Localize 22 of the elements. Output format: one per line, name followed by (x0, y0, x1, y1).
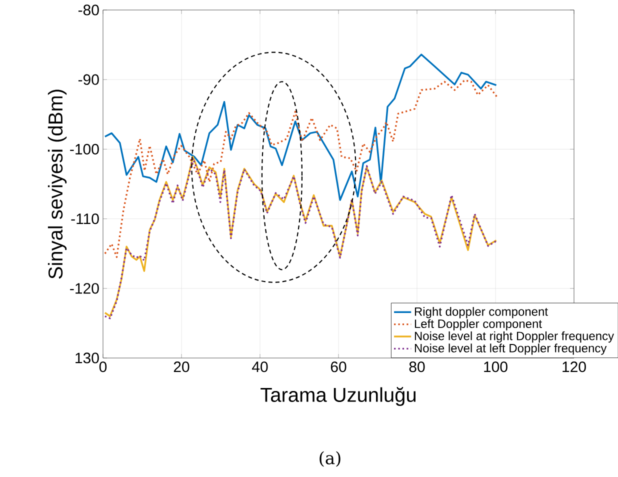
y-tick-label: -120 (70, 283, 99, 294)
x-tick-label: 0 (99, 362, 107, 372)
y-tick-label: -90 (78, 74, 99, 85)
y-tick-label: -100 (70, 144, 99, 155)
x-axis-title: Tarama Uzunluğu (260, 387, 416, 406)
x-tick-label: 120 (562, 362, 586, 372)
y-tick-label: 130 (76, 352, 99, 364)
text: (a) (320, 451, 340, 467)
legend-label: Right doppler component (414, 307, 548, 318)
x-tick-label: 40 (252, 362, 268, 372)
legend-label: Noise level at left Doppler frequency (414, 344, 607, 355)
legend-label: Left Doppler component (414, 319, 542, 330)
x-tick-label: 20 (174, 362, 190, 372)
legend-label: Noise level at right Doppler frequency (414, 331, 614, 343)
y-tick-label: -110 (71, 213, 99, 224)
y-tick-label: -80 (78, 4, 99, 16)
line-series (104, 79, 498, 258)
x-tick-label: 80 (409, 362, 425, 372)
x-tick-label: 100 (484, 362, 508, 372)
line-series (104, 54, 498, 201)
y-axis-title: Sinyal seviyesi (dBm) (48, 90, 67, 279)
x-tick-label: 60 (330, 362, 346, 372)
